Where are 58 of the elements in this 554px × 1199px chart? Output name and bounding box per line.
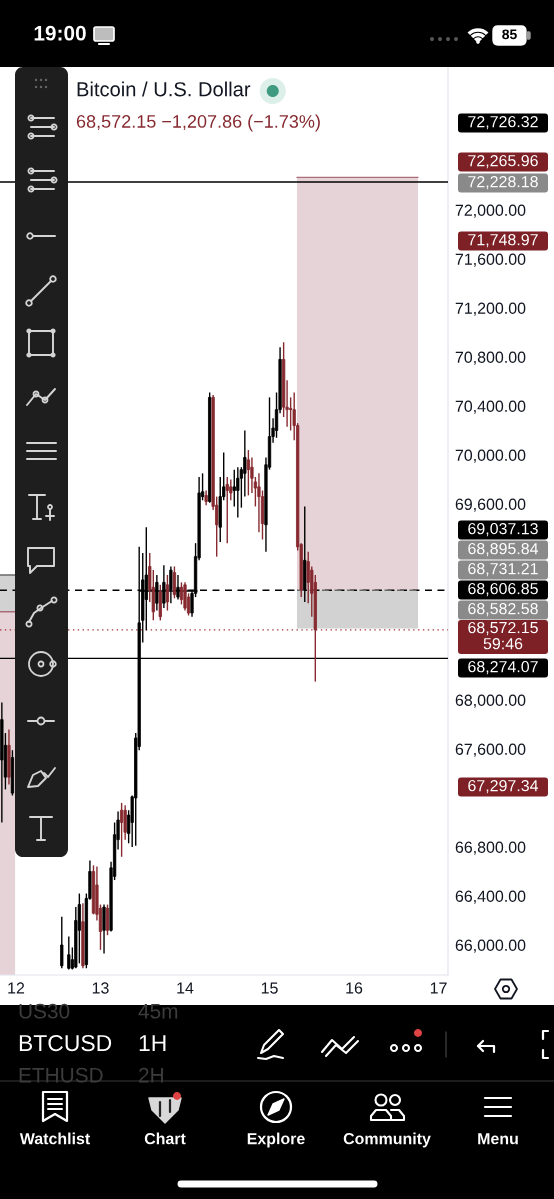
x-tick-label: 16 [346, 982, 363, 994]
candlestick [246, 449, 251, 497]
text: Chart [144, 1132, 186, 1145]
x-tick-label: 17 [430, 982, 447, 994]
text: 68,274.07 [468, 660, 538, 675]
text: ETHUSD [19, 1067, 103, 1083]
candlestick [60, 916, 64, 969]
candlestick [179, 581, 184, 606]
candlestick [225, 476, 229, 544]
text: US30 [19, 1003, 70, 1019]
y-tick-label: 68,000.00 [455, 694, 526, 708]
y-tick-label: 69,600.00 [455, 498, 526, 512]
candlestick [183, 581, 187, 612]
candlestick [119, 802, 124, 858]
x-tick-label: 14 [177, 982, 194, 994]
text: 1H [139, 1035, 166, 1051]
text: 72,726.32 [468, 115, 538, 130]
text: Bitcoin / U.S. Dollar [77, 81, 251, 97]
candlestick [165, 574, 170, 612]
text: Watchlist [19, 1132, 90, 1145]
text: Menu [478, 1133, 518, 1145]
text: 71,748.97 [468, 233, 538, 248]
candlestick [236, 466, 240, 519]
x-tick-label: 13 [92, 982, 109, 994]
text: 68,572.15 59:46 [468, 621, 538, 650]
y-tick-label: 66,000.00 [455, 939, 526, 953]
y-tick-label: 66,800.00 [455, 841, 526, 855]
candlestick [102, 903, 106, 955]
y-tick-label: 66,400.00 [455, 890, 526, 904]
candlestick [67, 935, 71, 971]
candlestick [105, 903, 110, 936]
text: 2H [139, 1067, 163, 1083]
y-tick-label: 70,000.00 [455, 449, 526, 463]
text: 72,265.96 [468, 154, 538, 169]
text: 68,731.21 [468, 562, 538, 577]
text: Explore [247, 1132, 305, 1148]
y-tick-label: 71,600.00 [455, 253, 526, 267]
y-tick-label: 72,000.00 [455, 204, 526, 218]
candlestick [232, 468, 236, 508]
y-tick-label: 70,800.00 [455, 351, 526, 365]
text: Community [343, 1132, 431, 1148]
y-tick-label: 71,200.00 [455, 302, 526, 316]
text: 68,895.84 [468, 542, 539, 557]
text: 19:00 [34, 25, 86, 41]
text: BTCUSD [19, 1034, 112, 1052]
text: 85 [502, 29, 517, 40]
text: 45m [138, 1004, 178, 1019]
text: 72,228.18 [468, 175, 538, 190]
candlestick [176, 574, 180, 601]
y-tick-label: 70,400.00 [455, 400, 526, 414]
text: 69,037.13 [468, 522, 538, 537]
x-tick-label: 15 [261, 982, 278, 994]
x-tick-label: 12 [8, 982, 25, 994]
y-tick-label: 67,600.00 [455, 743, 526, 757]
text: 68,606.85 [468, 582, 538, 597]
text: 68,572.15 −1,207.86 (−1.73%) [76, 114, 320, 132]
text: 67,297.34 [468, 779, 539, 794]
text: 68,582.58 [468, 602, 538, 617]
